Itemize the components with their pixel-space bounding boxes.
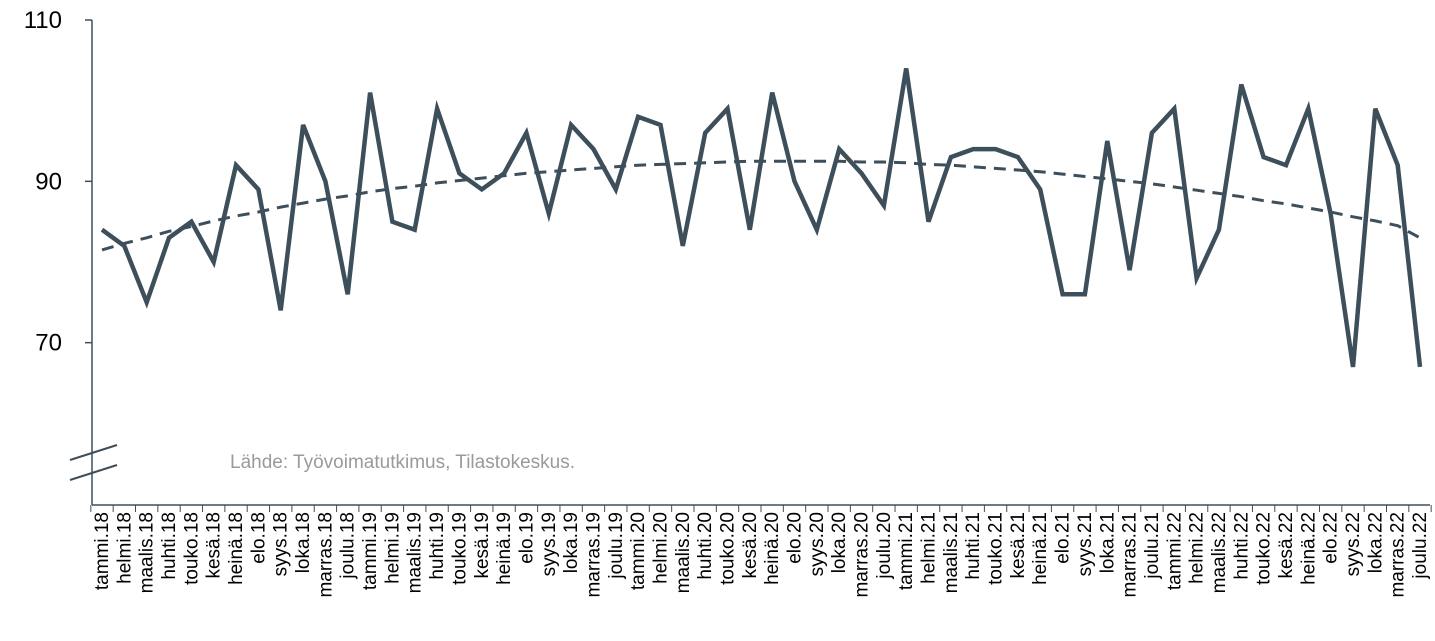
x-tick-label: syys.20 bbox=[807, 512, 828, 576]
axis-break-line bbox=[69, 444, 118, 461]
x-tick-label: kesä.20 bbox=[740, 512, 761, 579]
x-tick-label: maalis.19 bbox=[405, 512, 426, 593]
x-axis-ticks: tammi.18 helmi.18 maalis.18 huhti.18 touko.1… bbox=[90, 505, 1432, 598]
x-tick-label: elo.18 bbox=[248, 512, 269, 564]
x-tick-label: elo.22 bbox=[1321, 512, 1342, 564]
x-tick-label: tammi.18 bbox=[92, 512, 113, 590]
x-tick-label: marras.20 bbox=[852, 512, 873, 598]
x-tick-label: heinä.22 bbox=[1298, 512, 1319, 585]
x-tick-label: marras.22 bbox=[1388, 512, 1409, 598]
x-tick-label: maalis.21 bbox=[941, 512, 962, 593]
y-tick-label: 90 bbox=[35, 168, 62, 195]
x-tick-label: joulu.18 bbox=[338, 512, 359, 580]
y-tick-label: 70 bbox=[35, 330, 62, 357]
axis-break-marker bbox=[69, 444, 118, 481]
x-tick-label: elo.20 bbox=[785, 512, 806, 564]
x-tick-label: loka.19 bbox=[561, 512, 582, 573]
x-tick-label: kesä.22 bbox=[1276, 512, 1297, 579]
x-tick-label: elo.21 bbox=[1053, 512, 1074, 564]
axis-break-line bbox=[69, 464, 118, 481]
x-tick-label: syys.22 bbox=[1343, 512, 1364, 576]
x-tick-label: huhti.18 bbox=[159, 512, 180, 580]
x-tick-label: huhti.21 bbox=[963, 512, 984, 580]
x-tick-label: helmi.20 bbox=[650, 512, 671, 584]
x-tick-label: maalis.20 bbox=[673, 512, 694, 593]
x-tick-label: heinä.20 bbox=[762, 512, 783, 585]
x-tick-label: touko.22 bbox=[1254, 512, 1275, 585]
x-tick-label: huhti.19 bbox=[427, 512, 448, 580]
x-tick-label: heinä.18 bbox=[226, 512, 247, 585]
x-tick-label: helmi.19 bbox=[382, 512, 403, 584]
trend-line bbox=[101, 159, 1421, 252]
x-tick-label: helmi.22 bbox=[1187, 512, 1208, 584]
x-tick-label: tammi.20 bbox=[628, 512, 649, 590]
x-tick-label: touko.18 bbox=[181, 512, 202, 585]
x-tick-label: touko.21 bbox=[986, 512, 1007, 585]
x-tick-label: joulu.20 bbox=[874, 512, 895, 580]
x-tick-label: tammi.22 bbox=[1164, 512, 1185, 590]
x-tick-label: helmi.21 bbox=[919, 512, 940, 584]
x-tick-label: marras.19 bbox=[583, 512, 604, 598]
x-tick-label: marras.18 bbox=[315, 512, 336, 598]
x-tick-label: maalis.18 bbox=[137, 512, 158, 593]
x-tick-label: syys.18 bbox=[271, 512, 292, 576]
x-tick-label: loka.20 bbox=[829, 512, 850, 573]
y-axis-ticks: 70 90 110 bbox=[24, 7, 92, 357]
x-tick-label: kesä.21 bbox=[1008, 512, 1029, 579]
series-line bbox=[100, 68, 1423, 368]
x-tick-label: huhti.20 bbox=[695, 512, 716, 580]
x-tick-label: kesä.19 bbox=[472, 512, 493, 579]
x-tick-label: huhti.22 bbox=[1231, 512, 1252, 580]
x-tick-label: helmi.18 bbox=[114, 512, 135, 584]
source-note: Lähde: Työvoimatutkimus, Tilastokeskus. bbox=[230, 452, 575, 473]
x-tick-label: touko.19 bbox=[449, 512, 470, 585]
y-tick-label: 110 bbox=[24, 7, 62, 34]
x-tick-label: tammi.21 bbox=[896, 512, 917, 590]
x-tick-label: maalis.22 bbox=[1209, 512, 1230, 593]
x-tick-label: elo.19 bbox=[516, 512, 537, 564]
series-group bbox=[100, 68, 1423, 368]
x-tick-label: heinä.19 bbox=[494, 512, 515, 585]
x-tick-label: syys.21 bbox=[1075, 512, 1096, 576]
x-tick-label: joulu.19 bbox=[606, 512, 627, 580]
axes bbox=[91, 20, 1430, 506]
x-tick-label: syys.19 bbox=[539, 512, 560, 576]
x-tick-label: touko.20 bbox=[717, 512, 738, 585]
x-tick-label: marras.21 bbox=[1120, 512, 1141, 598]
x-tick-label: kesä.18 bbox=[204, 512, 225, 579]
x-tick-label: loka.21 bbox=[1097, 512, 1118, 573]
x-tick-label: loka.22 bbox=[1365, 512, 1386, 573]
x-tick-label: joulu.21 bbox=[1142, 512, 1163, 580]
x-tick-label: loka.18 bbox=[293, 512, 314, 573]
x-tick-label: heinä.21 bbox=[1030, 512, 1051, 585]
x-tick-label: tammi.19 bbox=[360, 512, 381, 590]
x-tick-label: joulu.22 bbox=[1410, 512, 1431, 580]
